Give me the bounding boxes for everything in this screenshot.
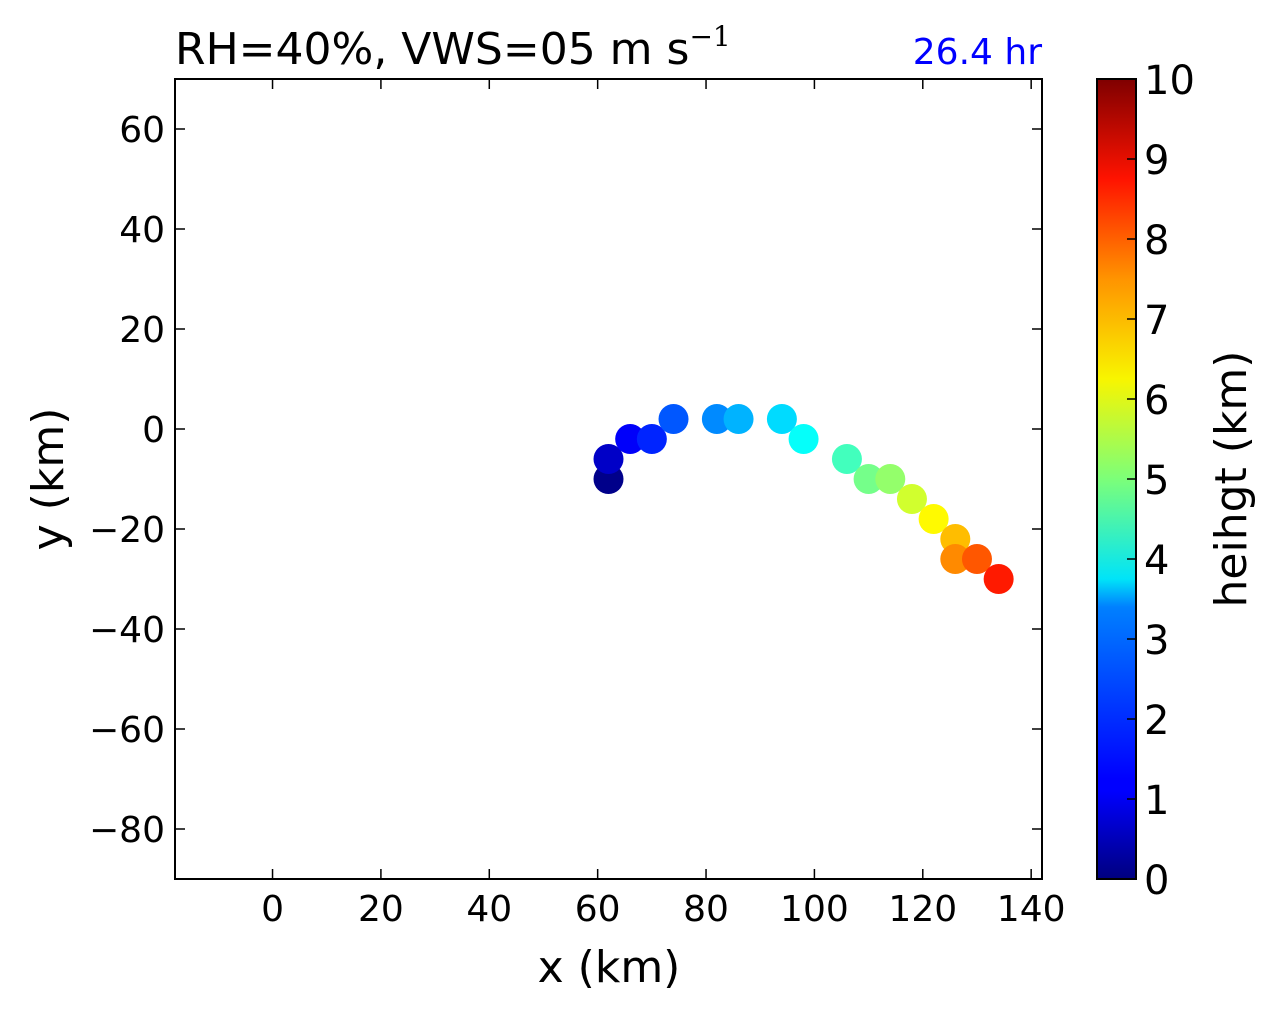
x-tick-label: 140 <box>997 889 1066 930</box>
y-axis: −80 −60 −40 −20 0 20 40 60 <box>89 110 1042 851</box>
colorbar-ticks: 0 1 2 3 4 5 6 7 8 9 10 <box>1127 58 1195 904</box>
x-tick-label: 60 <box>575 889 621 930</box>
trajectory-point <box>701 404 732 434</box>
trajectory-point <box>961 544 992 574</box>
y-tick-label: −60 <box>89 710 165 751</box>
colorbar-tick-label: 7 <box>1144 298 1169 344</box>
x-tick-label: 40 <box>466 889 512 930</box>
trajectory-point <box>636 424 667 454</box>
chart-title: RH=40%, VWS=05 m s−1 <box>175 20 731 75</box>
colorbar-tick-label: 9 <box>1144 138 1169 184</box>
trajectory-point <box>658 404 689 434</box>
x-axis-label: x (km) <box>538 942 681 993</box>
trajectory-point <box>918 504 949 534</box>
trajectory-point <box>896 484 927 514</box>
y-tick-label: 20 <box>119 310 165 351</box>
x-tick-label: 100 <box>780 889 849 930</box>
trajectory-point <box>593 444 624 474</box>
x-tick-label: 20 <box>358 889 404 930</box>
colorbar-tick-label: 8 <box>1144 218 1169 264</box>
plot-frame <box>174 78 1043 880</box>
trajectory-point <box>875 464 906 494</box>
colorbar-tick-label: 1 <box>1144 778 1169 824</box>
x-tick-label: 0 <box>261 889 284 930</box>
colorbar-tick-label: 0 <box>1144 858 1169 904</box>
colorbar-tick-label: 5 <box>1144 458 1169 504</box>
trajectory-point <box>831 444 862 474</box>
plot-area <box>174 78 1043 880</box>
trajectory-point <box>615 424 646 454</box>
x-tick-label: 80 <box>683 889 729 930</box>
trajectory-point <box>940 544 971 574</box>
trajectory-point <box>983 564 1014 594</box>
trajectory-point <box>766 404 797 434</box>
colorbar-tick-label: 10 <box>1144 58 1195 104</box>
trajectory-point <box>723 404 754 434</box>
trajectory-point <box>788 424 819 454</box>
colorbar-tick-label: 6 <box>1144 378 1169 424</box>
colorbar-tick-label: 2 <box>1144 698 1169 744</box>
x-axis: 0 20 40 60 80 100 120 140 <box>261 79 1066 930</box>
x-tick-label: 120 <box>888 889 957 930</box>
y-tick-label: 60 <box>119 110 165 151</box>
colorbar-label: heihgt (km) <box>1206 351 1257 608</box>
y-tick-label: 0 <box>142 410 165 451</box>
trajectory-point <box>853 464 884 494</box>
colorbar-tick-label: 3 <box>1144 618 1169 664</box>
title-superscript: −1 <box>689 20 730 53</box>
y-axis-label: y (km) <box>23 408 74 551</box>
colorbar-tick-label: 4 <box>1144 538 1169 584</box>
y-tick-label: −80 <box>89 810 165 851</box>
time-label: 26.4 hr <box>913 32 1042 73</box>
y-tick-label: −40 <box>89 610 165 651</box>
y-tick-label: 40 <box>119 210 165 251</box>
y-tick-label: −20 <box>89 510 165 551</box>
